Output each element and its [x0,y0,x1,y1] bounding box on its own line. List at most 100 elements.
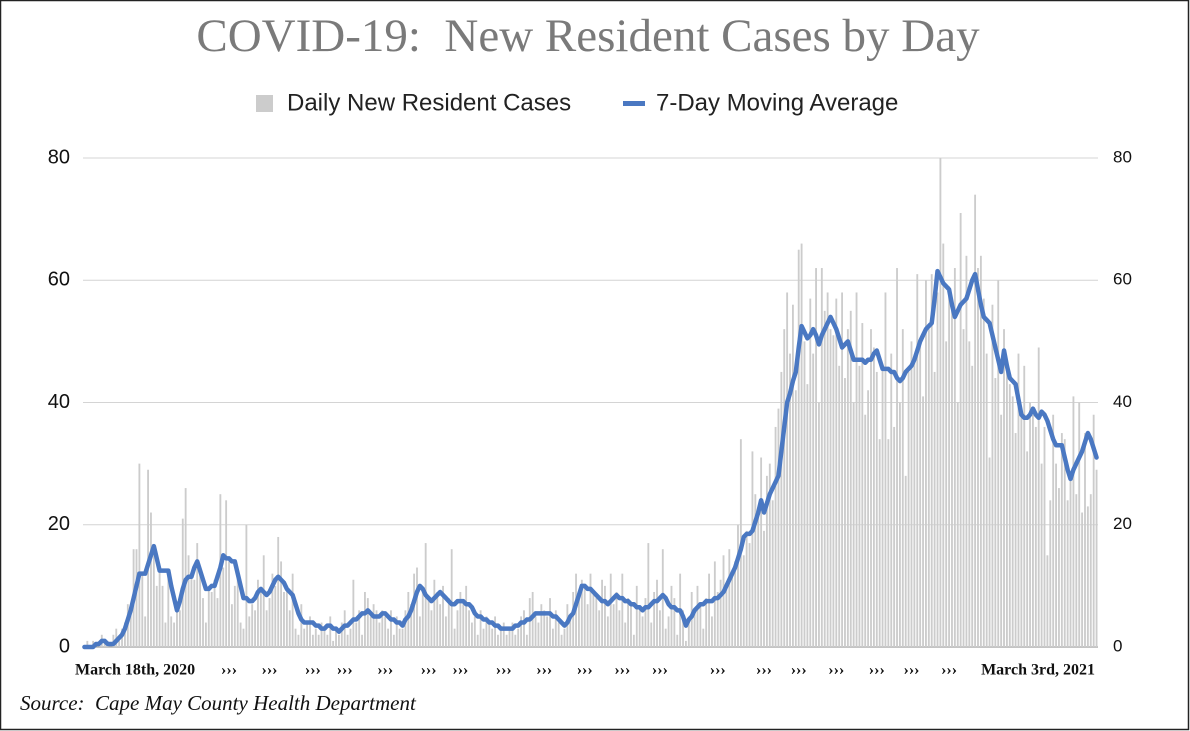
bar [711,616,713,647]
bar [650,622,653,647]
bar [760,457,763,647]
bar [598,610,601,647]
bar [499,628,502,647]
bar [150,512,152,647]
x-tick-label: March 18th, 2020 [75,662,195,679]
bar [511,622,514,647]
bar [358,610,361,647]
bar [398,628,401,647]
bar [306,622,309,647]
bar [763,530,765,647]
bar [523,610,525,647]
bar [514,634,517,647]
bar [702,628,705,647]
bar [794,390,797,647]
bar [196,543,199,647]
bar [129,610,132,647]
bar [890,353,893,647]
bar [644,598,647,647]
bar [124,622,126,647]
bar [696,585,699,647]
bar [609,573,612,647]
bar [118,640,121,647]
bar [505,634,508,647]
bar [618,610,621,647]
bar [803,341,806,647]
bar [647,543,650,647]
bar [867,390,870,647]
bar [190,573,193,647]
bar [670,585,673,647]
bar [606,616,609,647]
bar [864,414,867,647]
bar [479,610,482,647]
bar [271,573,274,647]
bar [797,249,800,647]
bar [392,634,395,647]
bar [372,604,375,647]
bar [387,628,390,647]
bar [335,628,337,647]
bar [482,628,485,647]
bar [1003,329,1005,647]
bar [974,194,977,648]
bar [1066,500,1069,647]
bar [956,402,959,647]
bar [682,610,684,647]
bar [285,585,288,647]
bar [632,634,635,647]
bar [734,561,737,647]
bar [216,598,219,647]
bar [922,396,924,647]
bar [225,500,228,647]
bar [765,475,768,647]
bar [933,371,936,647]
bar [910,341,913,647]
bar [1055,463,1057,647]
bar [713,561,716,647]
bar [812,353,815,647]
bar [838,365,841,647]
bar [1078,402,1081,647]
bar [809,298,812,647]
bar [283,591,285,647]
bar [349,628,352,647]
bar [390,610,392,647]
bar [1037,347,1040,647]
bar [230,604,233,647]
bar [951,310,953,647]
bar [745,530,748,647]
bar [494,616,496,647]
bar [184,488,187,647]
bar [1034,426,1037,647]
bar [259,591,262,647]
bar [791,304,794,647]
bar [757,512,760,647]
bar [204,622,207,647]
bar [366,598,369,647]
bar [418,616,421,647]
x-tick-label: ››› [496,662,512,679]
bar [979,255,982,648]
bar [858,365,861,647]
bar [222,567,225,647]
bar [705,598,708,647]
bar [768,463,771,647]
bar [687,622,690,647]
bar [485,616,488,647]
bar [164,622,167,647]
bar [806,384,809,647]
bar [178,610,181,647]
bar [832,335,835,647]
bar [161,585,164,647]
bar [685,640,687,647]
bar [1058,488,1060,647]
bar [1029,402,1031,647]
x-tick-label: ››› [791,662,807,679]
bar [725,585,728,647]
bar [546,616,549,647]
bar [965,255,968,648]
bar [1095,469,1098,647]
bar [465,585,468,647]
x-tick-label: March 3rd, 2021 [981,662,1095,679]
